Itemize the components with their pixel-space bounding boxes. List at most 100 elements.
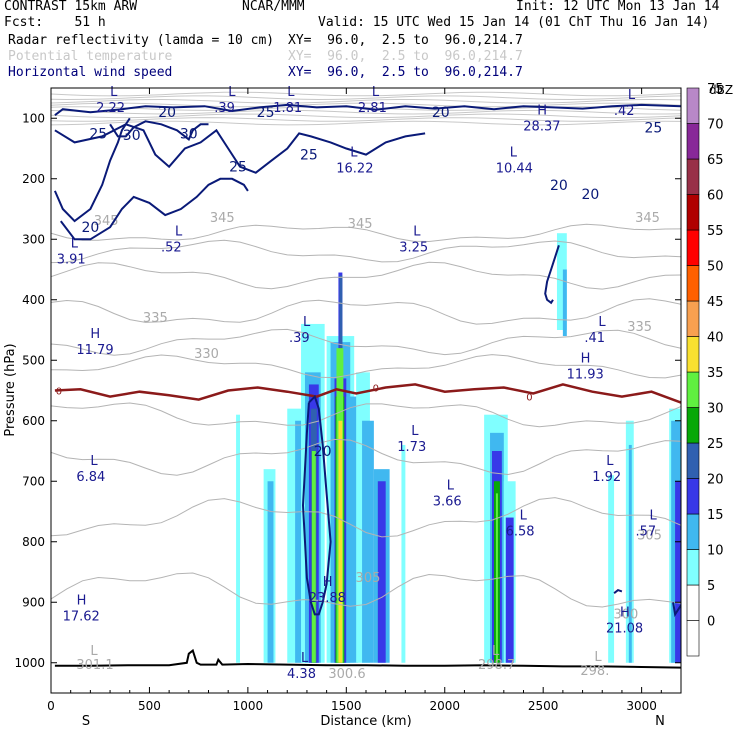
extremum-type: H <box>90 327 100 342</box>
colorbar-swatch <box>686 407 700 444</box>
theta-label: 335 <box>627 320 652 335</box>
field-wind-xy: XY= 96.0, 2.5 to 96.0,214.7 <box>288 65 523 80</box>
theta-extremum-value: 298.7 <box>478 658 515 673</box>
wind-label: 25 <box>89 126 107 142</box>
extremum-type: L <box>287 85 295 100</box>
extremum-value: 1.73 <box>397 440 426 455</box>
theta-contour-upper <box>51 98 681 104</box>
extremum-value: 21.08 <box>606 621 643 636</box>
theta-label: 300 <box>613 607 638 622</box>
colorbar-swatch <box>686 336 700 373</box>
reflectivity-cell <box>236 414 240 663</box>
theta-extremum-value: 301.1 <box>76 658 113 673</box>
y-tick-label: 300 <box>22 232 45 246</box>
x-tick-label: 1500 <box>331 699 362 713</box>
theta-extremum-value: 300.6 <box>328 667 365 682</box>
wind-layer: 20 25 20 25 30 30 25 25 25 20 20 20 20 <box>53 103 681 618</box>
theta-contour-upper <box>51 102 681 108</box>
extremum-type: L <box>350 146 358 161</box>
y-tick-label: 800 <box>22 535 45 549</box>
colorbar-swatch <box>686 300 700 337</box>
annotation-layer: L2.22L.39L1.81L2.81L.42H28.37L16.22L10.4… <box>57 85 658 682</box>
extremum-type: L <box>411 424 419 439</box>
extremum-type: L <box>110 85 118 100</box>
reflectivity-cell <box>338 420 343 663</box>
extremum-value: 3.25 <box>399 240 428 255</box>
wind-label: 25 <box>229 160 247 176</box>
colorbar-swatch <box>686 478 700 515</box>
reflectivity-cell <box>311 451 316 663</box>
theta-contour-upper <box>51 95 681 101</box>
wind-contour <box>54 123 426 174</box>
wind-label: 20 <box>432 105 450 121</box>
theta-extremum-type: L <box>90 644 98 659</box>
y-tick-label: 100 <box>22 111 45 125</box>
wind-label: 20 <box>550 178 568 194</box>
extremum-value: .57 <box>636 525 657 540</box>
reflectivity-cell <box>675 481 681 663</box>
zero-isotherm-line <box>54 383 681 404</box>
theta-contour <box>51 239 681 264</box>
y-tick-label: 900 <box>22 595 45 609</box>
extremum-type: L <box>606 454 614 469</box>
wind-label: 30 <box>123 128 141 144</box>
surface-layer <box>54 648 681 669</box>
field-reflectivity: Radar reflectivity (lamda = 10 cm) <box>8 33 275 48</box>
wind-label: 25 <box>300 148 318 164</box>
extremum-type: L <box>413 224 421 239</box>
field-wind: Horizontal wind speed <box>8 65 173 80</box>
theta-label: 335 <box>143 311 168 326</box>
extremum-type: H <box>581 351 591 366</box>
theta-contour <box>51 328 681 356</box>
colorbar-tick-label: 55 <box>707 224 724 239</box>
extremum-type: L <box>228 85 236 100</box>
reflectivity-cell <box>628 444 632 663</box>
colorbar-tick-label: 30 <box>707 402 724 417</box>
theta-extremum-value: 298. <box>580 664 609 679</box>
extremum-type: H <box>620 605 630 620</box>
org-name: NCAR/MMM <box>242 0 305 14</box>
reflectivity-cell <box>377 481 386 663</box>
extremum-value: 6.84 <box>76 470 105 485</box>
reflectivity-cell <box>295 420 303 663</box>
init-time: Init: 12 UTC Mon 13 Jan 14 <box>516 0 720 14</box>
plot-header: CONTRAST 15km ARW NCAR/MMM Init: 12 UTC … <box>0 0 740 84</box>
colorbar-tick-label: 45 <box>707 295 724 310</box>
extremum-type: L <box>303 315 311 330</box>
theta-contour-upper <box>51 117 681 122</box>
theta-label: 305 <box>356 571 381 586</box>
colorbar-swatch <box>686 229 700 266</box>
wind-label: 20 <box>582 187 600 203</box>
theta-label: 345 <box>635 211 660 226</box>
extremum-value: .42 <box>614 104 635 119</box>
extremum-value: .52 <box>161 240 182 255</box>
field-theta-xy: XY= 96.0, 2.5 to 96.0,214.7 <box>288 49 523 64</box>
colorbar-tick-label: 15 <box>707 508 724 523</box>
extremum-value: .41 <box>584 331 605 346</box>
colorbar-swatch <box>686 442 700 479</box>
extremum-type: L <box>71 236 79 251</box>
extremum-type: L <box>628 88 636 103</box>
theta-contour <box>51 354 681 379</box>
colorbar-swatch <box>686 620 700 657</box>
theta-contour <box>51 261 681 290</box>
colorbar-tick-label: 60 <box>707 189 724 204</box>
extremum-value: 16.22 <box>336 162 373 177</box>
wind-contour <box>301 394 332 616</box>
extremum-value: 17.62 <box>63 609 100 624</box>
extremum-value: 2.22 <box>96 101 125 116</box>
extremum-type: H <box>77 593 87 608</box>
extremum-value: 23.88 <box>309 591 346 606</box>
zero-isotherm-label: 0 <box>373 383 379 394</box>
reflectivity-cell <box>505 517 514 663</box>
wind-contour <box>60 177 249 241</box>
y-tick-label: 200 <box>22 172 45 186</box>
wind-contour <box>54 103 681 116</box>
extremum-value: 11.79 <box>76 343 113 358</box>
colorbar-swatch <box>686 549 700 586</box>
surface-line <box>54 648 681 669</box>
extremum-value: 11.93 <box>567 367 604 382</box>
theta-contour <box>51 223 681 243</box>
extremum-type: L <box>301 651 309 666</box>
